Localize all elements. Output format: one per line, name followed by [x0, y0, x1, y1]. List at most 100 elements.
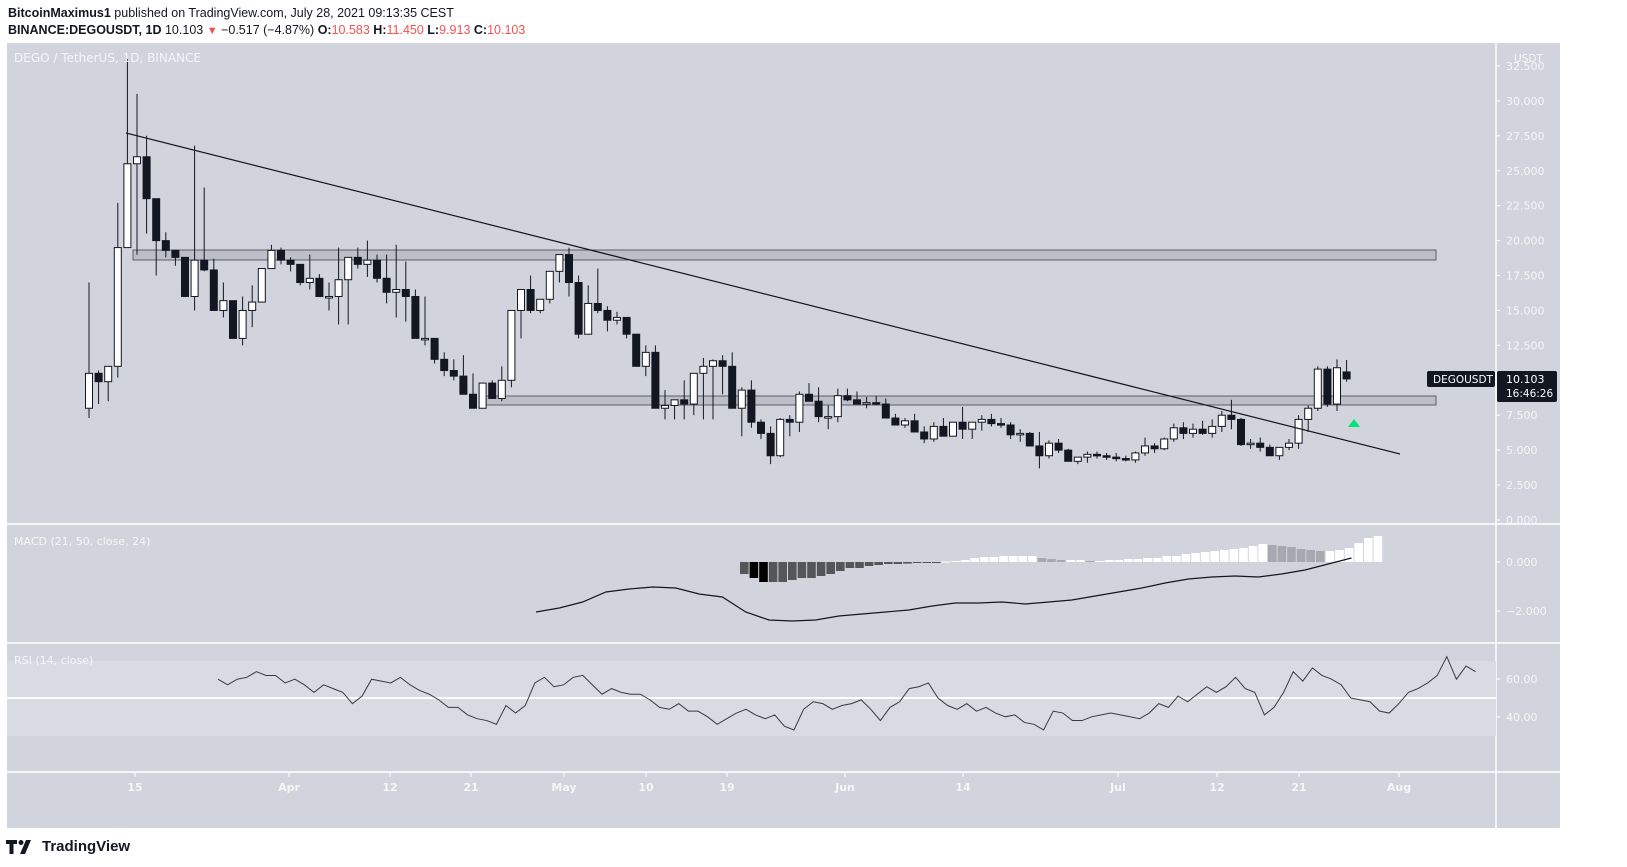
resistance-zone[interactable] — [132, 249, 1437, 261]
rsi-label[interactable]: RSI (14, close) — [14, 654, 93, 667]
macd-histogram-bar — [1354, 543, 1363, 562]
time-tick: 21 — [463, 781, 478, 794]
candle — [353, 256, 362, 265]
candle — [1016, 432, 1025, 436]
macd-histogram-bar — [1028, 556, 1037, 562]
triangle-down-icon: ▼ — [206, 25, 218, 37]
candle — [1045, 442, 1053, 457]
candle — [421, 337, 429, 341]
candle — [1198, 428, 1207, 434]
price-tick: 32.500 — [1506, 60, 1545, 73]
open-value: 10.583 — [331, 23, 370, 37]
candle — [344, 256, 353, 281]
price-tick: 20.000 — [1506, 235, 1545, 248]
candle — [603, 309, 612, 321]
last-price: 10.103 — [164, 23, 204, 37]
candle — [843, 395, 852, 401]
price-tick: 7.500 — [1506, 409, 1538, 422]
candle — [699, 365, 708, 374]
footer-brand[interactable]: TradingView — [6, 838, 130, 855]
macd-histogram-bar — [1056, 560, 1066, 562]
macd-histogram-bar — [932, 562, 941, 563]
candle — [545, 270, 554, 300]
macd-histogram-bar — [1181, 554, 1191, 562]
macd-histogram-bar — [903, 562, 912, 564]
macd-histogram-bar — [1172, 556, 1181, 562]
candle — [1141, 445, 1149, 454]
candle — [286, 259, 295, 265]
descending-trendline[interactable] — [125, 132, 1401, 455]
macd-histogram-bar — [980, 557, 989, 562]
chart-title: DEGO / TetherUS, 1D, BINANCE — [14, 51, 201, 65]
candle — [968, 421, 977, 430]
macd-histogram-bar — [1191, 553, 1200, 562]
candle — [747, 389, 756, 423]
price-tick: 27.500 — [1506, 130, 1545, 143]
candle — [190, 259, 199, 297]
macd-histogram-bar — [1143, 558, 1152, 562]
candle — [584, 302, 593, 335]
candle — [718, 360, 727, 367]
candle — [555, 254, 564, 272]
time-tick: 19 — [719, 781, 734, 794]
macd-histogram-bar — [788, 562, 797, 580]
candle — [334, 279, 343, 297]
price-tick: 0.000 — [1506, 514, 1538, 527]
candle — [853, 399, 861, 405]
candle — [651, 351, 660, 409]
macd-histogram-bar — [1018, 556, 1027, 562]
symbol-interval: BINANCE:DEGOUSDT, 1D — [8, 23, 162, 37]
candle — [94, 372, 103, 383]
candle — [373, 259, 381, 279]
macd-histogram-bar — [1344, 548, 1354, 562]
candle — [449, 370, 458, 377]
publish-header: BitcoinMaximus1 published on TradingView… — [8, 5, 525, 40]
candle — [776, 418, 785, 457]
macd-histogram-bar — [922, 562, 931, 563]
support-zone[interactable] — [481, 395, 1437, 406]
candle — [1150, 445, 1159, 450]
publisher-name[interactable]: BitcoinMaximus1 — [8, 6, 111, 20]
macd-histogram-bar — [1066, 560, 1075, 562]
candle — [440, 358, 449, 372]
rsi-tick: 40.00 — [1506, 711, 1538, 724]
candle — [85, 372, 93, 409]
candle — [1035, 445, 1044, 457]
candle — [565, 254, 573, 284]
macd-histogram-bar — [749, 562, 759, 578]
candle — [161, 240, 170, 251]
time-tick: Aug — [1387, 781, 1411, 794]
chart-canvas[interactable]: 32.500 30.000 27.500 25.000 22.500 20.000 17.5… — [7, 43, 1560, 828]
candle — [1342, 371, 1351, 380]
high-value: 11.450 — [386, 23, 424, 37]
candle — [1217, 414, 1226, 427]
chart-area[interactable]: 32.500 30.000 27.500 25.000 22.500 20.000 17.5… — [7, 43, 1560, 828]
candle — [622, 316, 631, 335]
macd-histogram-bar — [1104, 560, 1114, 562]
candle — [689, 372, 698, 405]
time-tick: May — [551, 781, 576, 794]
macd-histogram-bar — [884, 562, 893, 564]
candle — [219, 300, 228, 311]
rsi-series — [217, 655, 1476, 731]
candle — [497, 379, 506, 399]
macd-histogram-bar — [1133, 559, 1143, 562]
candle — [536, 298, 545, 311]
candle — [613, 316, 621, 321]
candle — [824, 416, 833, 419]
macd-label[interactable]: MACD (21, 50, close, 24) — [14, 535, 150, 548]
price-tick: 17.500 — [1506, 270, 1545, 283]
candle — [949, 421, 957, 437]
macd-histogram-bar — [1325, 551, 1335, 562]
candle — [728, 365, 737, 409]
candle — [430, 337, 439, 360]
macd-histogram-bar — [855, 562, 864, 568]
candle — [1025, 432, 1034, 447]
macd-histogram-bar — [960, 560, 970, 562]
candle — [507, 309, 516, 381]
candle — [123, 163, 132, 249]
macd-histogram-bar — [1076, 560, 1085, 562]
close-label: C: — [473, 23, 488, 37]
candle — [1208, 425, 1217, 434]
time-tick: 12 — [1209, 781, 1224, 794]
